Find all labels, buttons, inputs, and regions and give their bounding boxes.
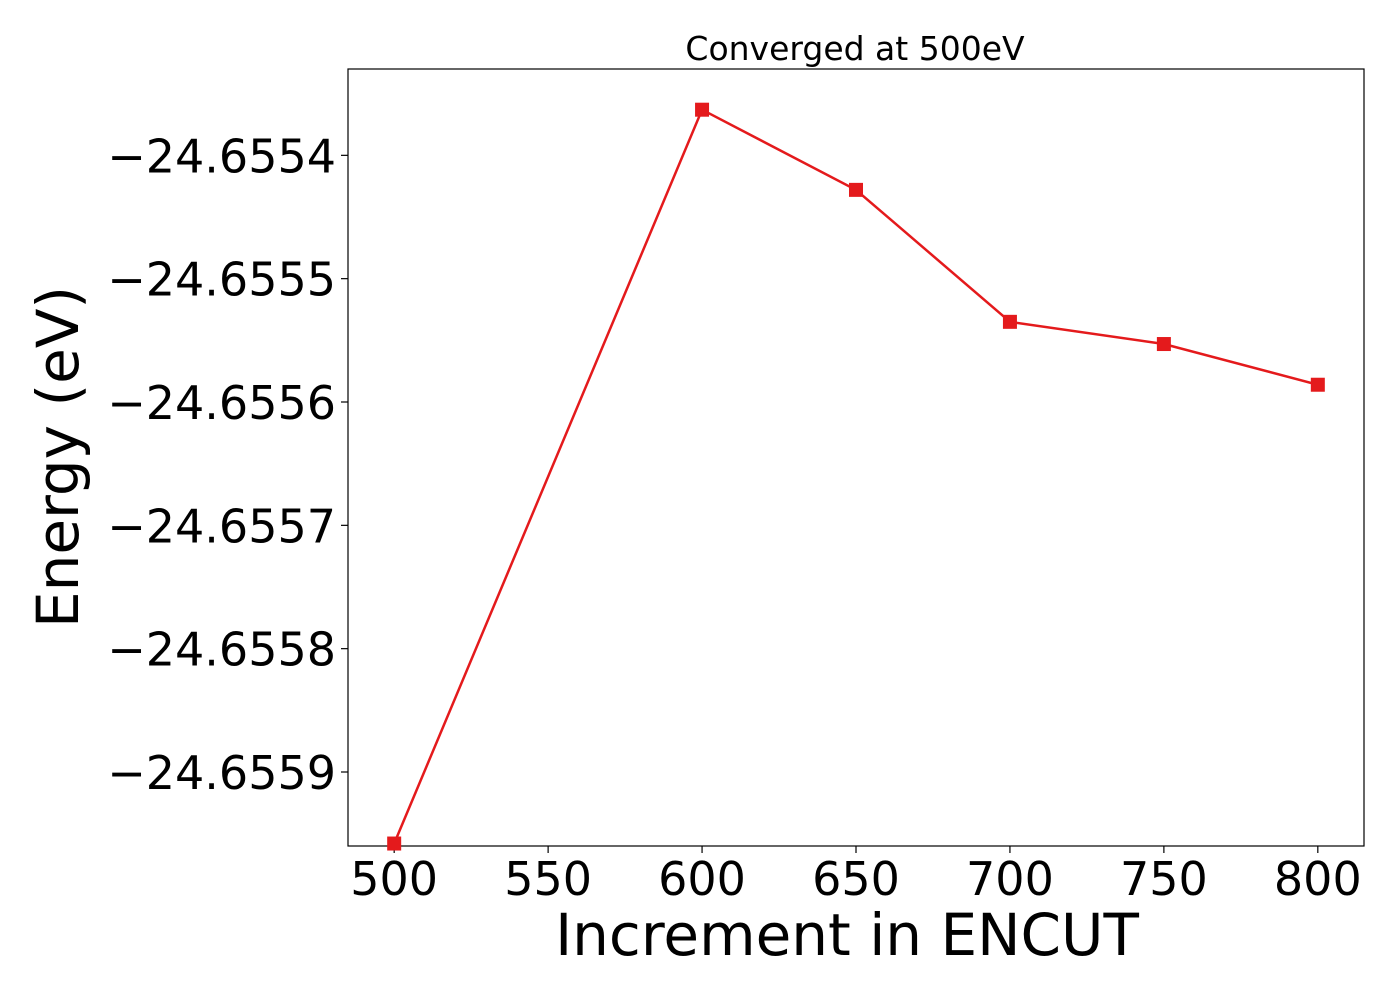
y-tick-label: −24.6555 <box>107 253 336 307</box>
x-tick-label: 700 <box>966 852 1054 906</box>
data-point-marker <box>387 836 402 851</box>
y-axis-label: Energy (eV) <box>24 286 92 628</box>
x-tick-label: 750 <box>1120 852 1208 906</box>
y-tick-label: −24.6559 <box>107 746 336 800</box>
chart-title: Converged at 500eV <box>685 29 1025 68</box>
data-point-marker <box>849 182 863 197</box>
x-tick-label: 600 <box>658 852 746 906</box>
x-tick-label: 500 <box>350 852 438 906</box>
data-point-marker <box>1156 337 1171 352</box>
series-line <box>393 107 1319 845</box>
x-tick-label: 550 <box>504 852 592 906</box>
y-tick-label: −24.6554 <box>107 129 336 183</box>
x-tick-label: 650 <box>812 852 900 906</box>
plot-area: 500 550 600 650 700 750 800 −24.6554 −24.6555 −24… <box>107 68 1365 906</box>
y-tick-label: −24.6557 <box>107 499 336 553</box>
data-point-marker <box>1310 377 1325 392</box>
x-axis-label: Increment in ENCUT <box>555 901 1139 969</box>
x-tick-label: 800 <box>1274 852 1362 906</box>
data-point-marker <box>695 102 710 117</box>
data-point-marker <box>1002 314 1017 329</box>
y-tick-label: −24.6556 <box>107 376 336 430</box>
y-tick-label: −24.6558 <box>107 623 336 677</box>
